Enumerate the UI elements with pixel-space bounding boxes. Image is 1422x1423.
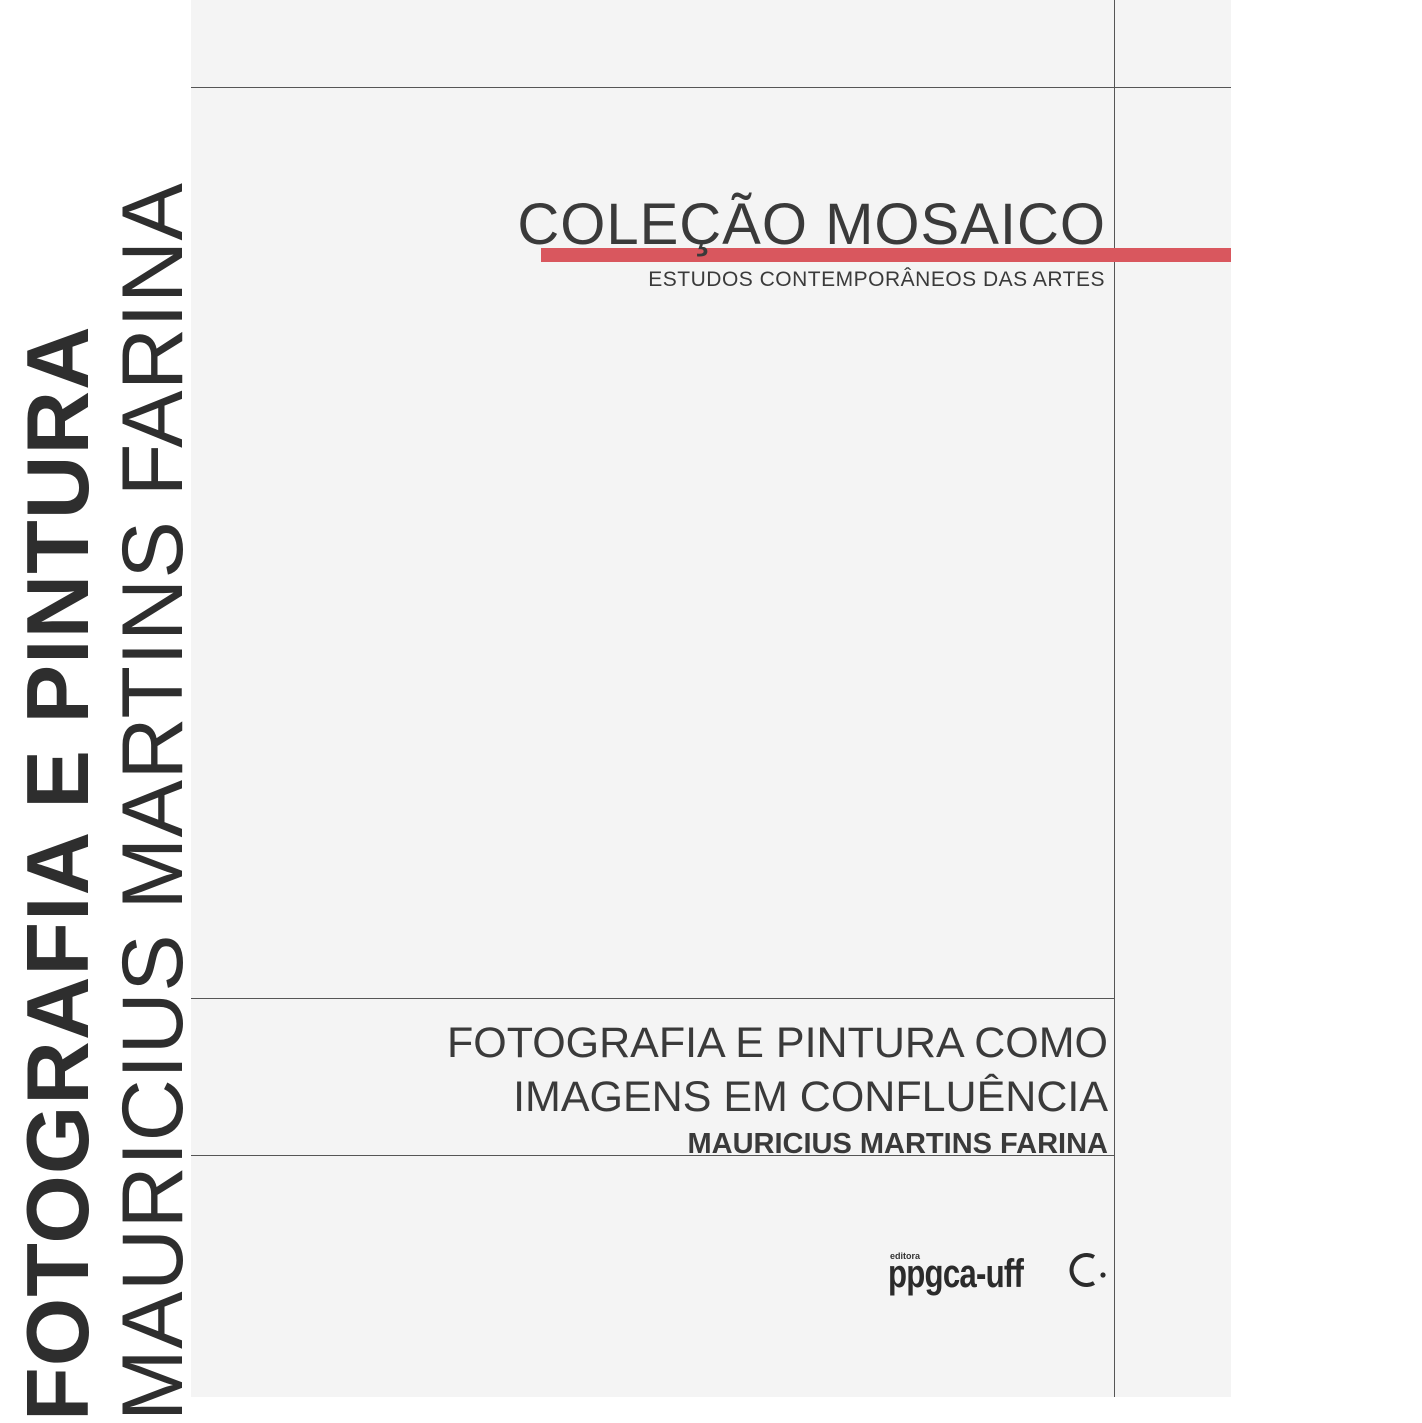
right-vertical-rule — [1114, 0, 1115, 1397]
collection-subtitle: ESTUDOS CONTEMPORÂNEOS DAS ARTES — [648, 268, 1105, 291]
title-bottom-rule — [191, 1155, 1115, 1156]
book-author: MAURICIUS MARTINS FARINA — [687, 1128, 1109, 1160]
book-title-line-2: IMAGENS EM CONFLUÊNCIA — [513, 1073, 1108, 1121]
top-rule — [191, 87, 1231, 88]
book-title: FOTOGRAFIA E PINTURA COMO IMAGENS EM CON… — [447, 1016, 1108, 1124]
cover-panel — [191, 0, 1231, 1397]
book-title-line-1: FOTOGRAFIA E PINTURA COMO — [447, 1019, 1108, 1067]
c-dot-logo-icon — [1069, 1253, 1106, 1287]
title-top-rule — [191, 998, 1115, 999]
publisher-label: editora — [890, 1251, 921, 1261]
collection-title: COLEÇÃO MOSAICO — [517, 192, 1106, 257]
publisher-logo: ppgca-uff — [888, 1252, 1024, 1296]
spine-author: MAURICIUS MARTINS FARINA — [105, 182, 201, 1421]
spine-title: FOTOGRAFIA E PINTURA — [8, 325, 107, 1421]
accent-bar — [541, 248, 1231, 262]
